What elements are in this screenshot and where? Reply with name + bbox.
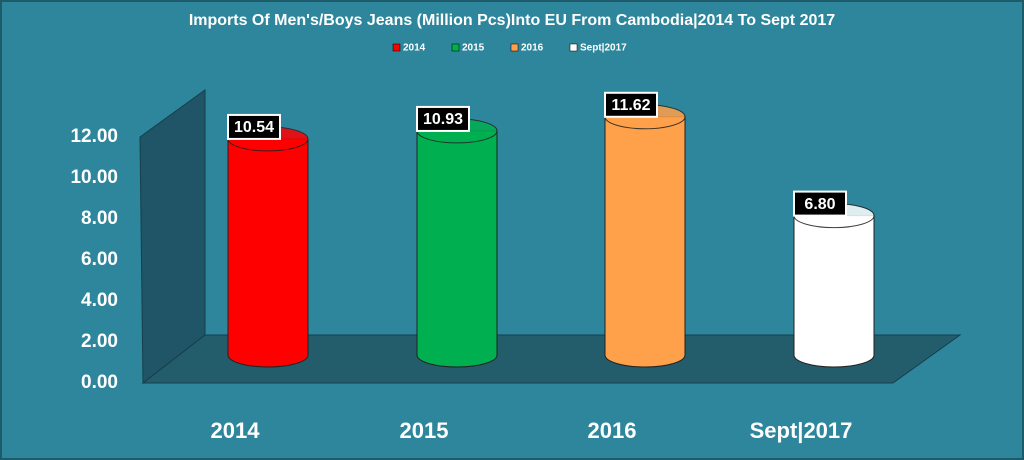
- x-tick-label: 2016: [588, 418, 637, 443]
- x-tick-label: 2014: [211, 418, 261, 443]
- value-label: 10.93: [423, 111, 463, 128]
- y-tick-label: 0.00: [81, 372, 118, 393]
- y-tick-label: 12.00: [70, 126, 118, 147]
- value-label: 11.62: [611, 97, 650, 114]
- x-tick-label: 2015: [400, 418, 449, 443]
- floor: [141, 334, 962, 384]
- legend-swatch: [451, 43, 460, 52]
- value-label-box: [604, 91, 658, 118]
- legend-swatch: [510, 43, 519, 52]
- y-tick-label: 2.00: [81, 331, 118, 352]
- value-label-box: [793, 190, 847, 217]
- legend-swatch: [392, 43, 401, 52]
- bar: [227, 138, 309, 368]
- back-wall: [139, 89, 206, 385]
- bar: [793, 215, 875, 368]
- y-tick-label: 10.00: [70, 167, 118, 188]
- value-label-box: [227, 113, 281, 140]
- value-label-box: [416, 105, 470, 132]
- legend-label: 2016: [521, 43, 544, 54]
- y-tick-label: 4.00: [81, 290, 118, 311]
- legend-swatch: [569, 43, 578, 52]
- chart-title: Imports Of Men's/Boys Jeans (Million Pcs…: [189, 12, 835, 29]
- legend-label: 2014: [403, 43, 426, 54]
- bar: [416, 130, 498, 368]
- x-tick-label: Sept|2017: [750, 418, 853, 443]
- bar: [604, 116, 686, 368]
- value-label: 6.80: [804, 196, 835, 213]
- legend-label: Sept|2017: [580, 43, 627, 54]
- y-tick-label: 8.00: [81, 208, 118, 229]
- value-label: 10.54: [234, 119, 274, 136]
- y-tick-label: 6.00: [81, 249, 118, 270]
- legend-label: 2015: [462, 43, 485, 54]
